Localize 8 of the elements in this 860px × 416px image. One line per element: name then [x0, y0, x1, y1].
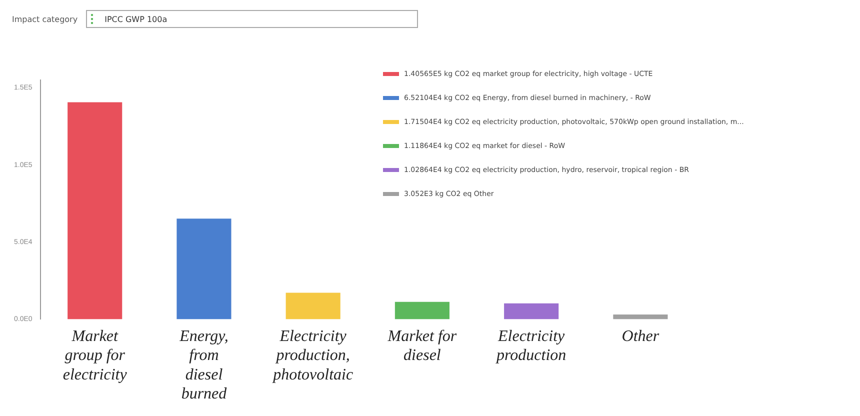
x-tick-label: Other: [622, 328, 660, 346]
x-tick-label: Electricity production: [496, 328, 566, 364]
x-tick-label: Electricity production, photovoltaic: [272, 328, 354, 384]
x-tick-label: Market group for electricity: [62, 328, 128, 384]
dropdown-field: IPCC GWP 100a: [86, 10, 418, 28]
x-tick-label: Energy, from diesel burned: [178, 328, 228, 403]
x-tick-label: Market for diesel: [386, 328, 458, 364]
text: Impact category: [12, 14, 78, 24]
